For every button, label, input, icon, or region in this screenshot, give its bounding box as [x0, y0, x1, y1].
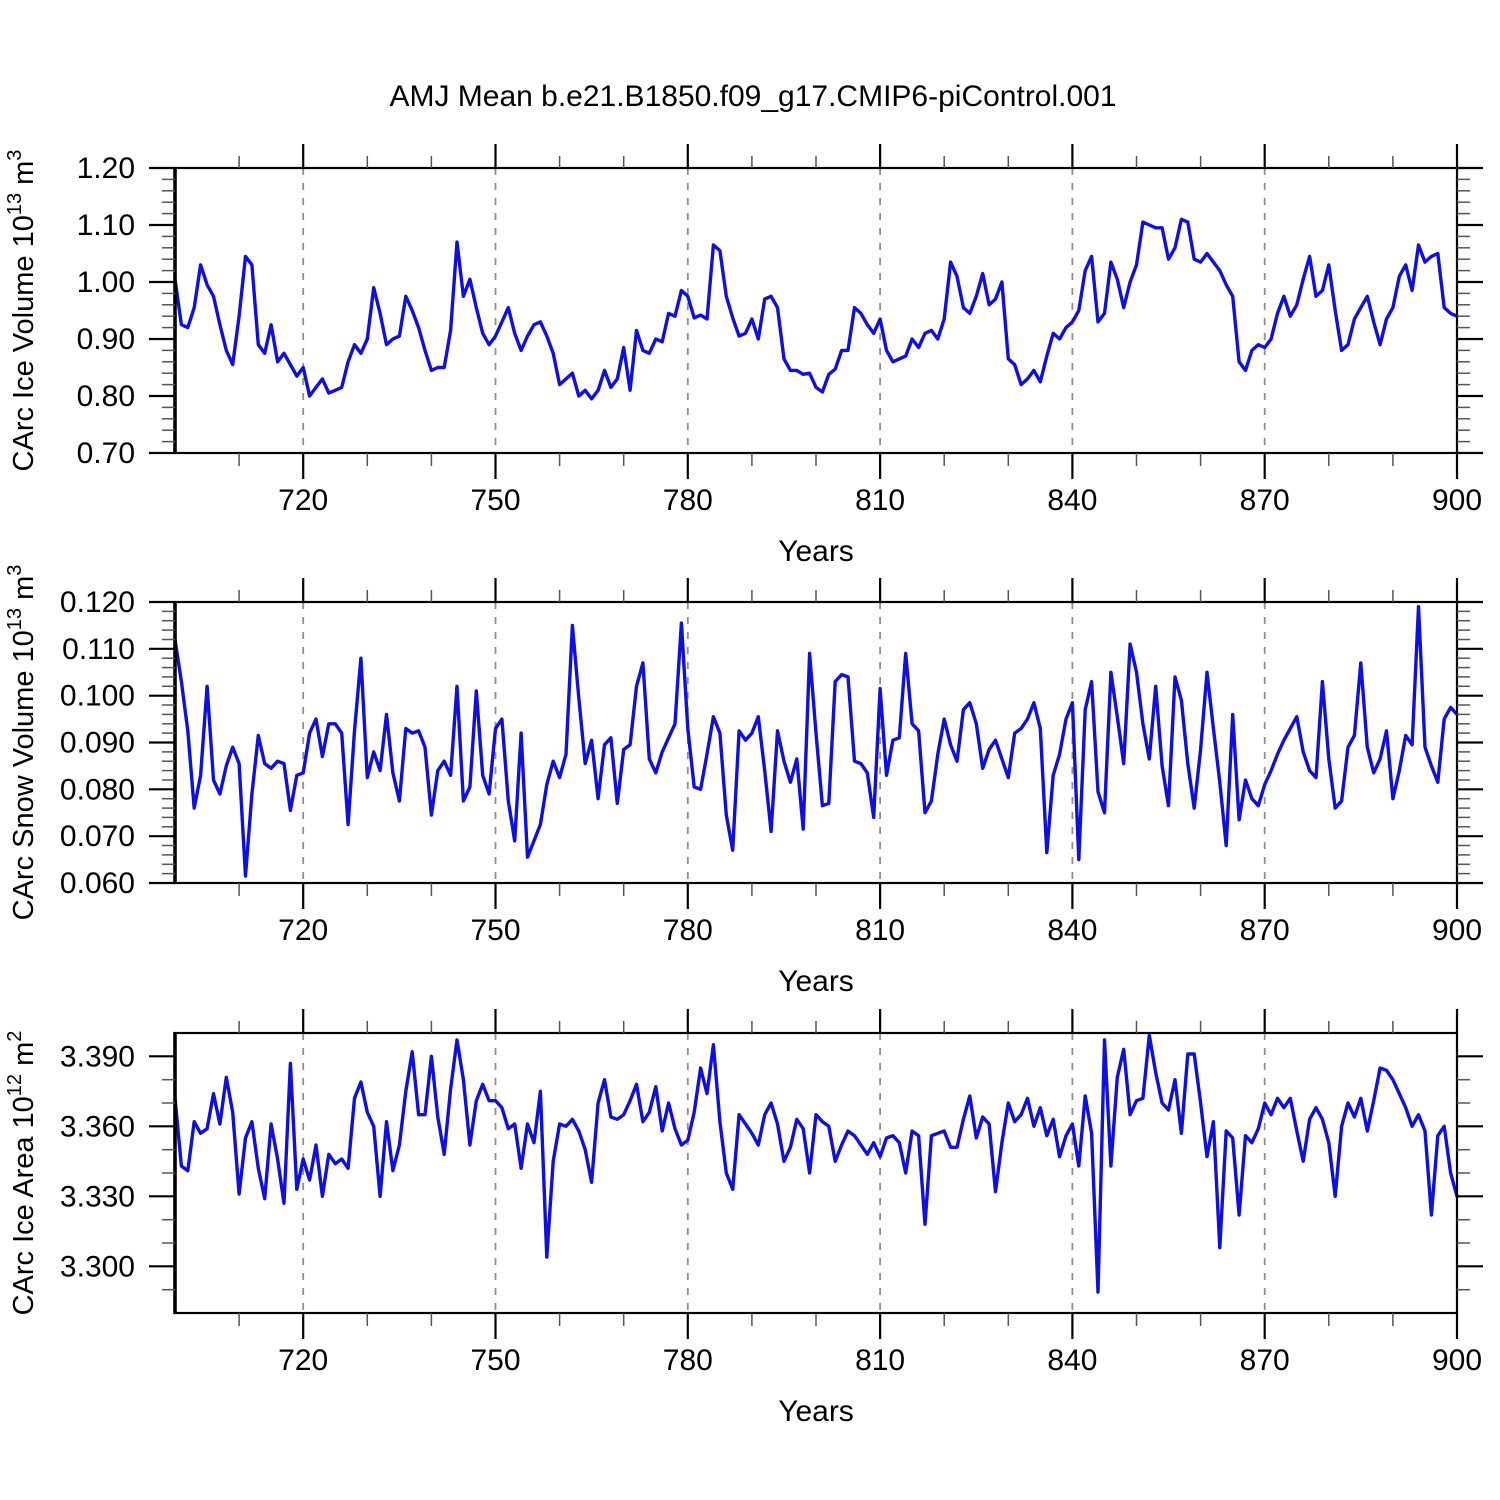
- x-tick-label: 810: [855, 1344, 905, 1377]
- chart-title: AMJ Mean b.e21.B1850.f09_g17.CMIP6-piCon…: [389, 80, 1117, 113]
- x-tick-label: 810: [855, 484, 905, 517]
- y-tick-label: 1.10: [77, 209, 135, 242]
- panel-carc-ice-area: 720 750 780 810 840 870 900 3.300 3.330 3.360 3.39…: [4, 1009, 1483, 1377]
- y-tick-label: 0.090: [60, 727, 135, 760]
- y-tick-label: 3.360: [60, 1110, 135, 1143]
- y-tick-label: 1.00: [77, 266, 135, 299]
- x-tick-label: 780: [663, 484, 713, 517]
- x-tick-label: 780: [663, 1344, 713, 1377]
- y-tick-label: 3.330: [60, 1180, 135, 1213]
- x-tick-label: 840: [1047, 914, 1097, 947]
- panel-carc-snow-volume: 720 750 780 810 840 870 900 0.060 0.070 0.080 0.09…: [4, 565, 1483, 947]
- y-tick-label: 0.100: [60, 680, 135, 713]
- x-axis-title-panel2: Years: [778, 965, 854, 998]
- x-tick-label: 900: [1432, 914, 1482, 947]
- y-tick-label: 3.390: [60, 1040, 135, 1073]
- carc-ice-volume-line: [173, 217, 1459, 401]
- y-tick-label: 1.20: [77, 152, 135, 185]
- y-tick-label: 0.70: [77, 437, 135, 470]
- x-tick-label: 900: [1432, 1344, 1482, 1377]
- x-tick-label: 750: [470, 914, 520, 947]
- carc-ice-area-line: [173, 1033, 1459, 1294]
- x-tick-label: 720: [278, 1344, 328, 1377]
- x-tick-label: 780: [663, 914, 713, 947]
- y-tick-label: 0.120: [60, 586, 135, 619]
- x-tick-label: 870: [1240, 484, 1290, 517]
- x-tick-label: 870: [1240, 1344, 1290, 1377]
- y-axis-title-carc-ice-volume: CArc Ice Volume 1013 m3: [4, 150, 40, 472]
- y-axis-title-carc-ice-area: CArc Ice Area 1012 m2: [4, 1031, 40, 1316]
- carc-snow-volume-line: [173, 605, 1459, 878]
- y-tick-label: 0.060: [60, 867, 135, 900]
- x-axis-title-panel1: Years: [778, 535, 854, 568]
- x-tick-label: 870: [1240, 914, 1290, 947]
- x-tick-label: 840: [1047, 484, 1097, 517]
- y-axis-title-carc-snow-volume: CArc Snow Volume 1013 m3: [4, 565, 40, 921]
- x-tick-label: 810: [855, 914, 905, 947]
- x-tick-label: 720: [278, 914, 328, 947]
- x-tick-label: 840: [1047, 1344, 1097, 1377]
- x-tick-label: 750: [470, 1344, 520, 1377]
- y-tick-label: 0.070: [60, 820, 135, 853]
- x-axis-title-panel3: Years: [778, 1395, 854, 1428]
- y-tick-label: 0.90: [77, 323, 135, 356]
- x-tick-label: 750: [470, 484, 520, 517]
- y-tick-label: 3.300: [60, 1250, 135, 1283]
- y-tick-label: 0.080: [60, 773, 135, 806]
- x-tick-label: 720: [278, 484, 328, 517]
- x-tick-label: 900: [1432, 484, 1482, 517]
- y-tick-label: 0.110: [62, 633, 135, 666]
- y-tick-label: 0.80: [77, 380, 135, 413]
- panel-carc-ice-volume: 720 750 780 810 840 870 900 0.70 0.80 0.90 1.00 1.1…: [4, 144, 1483, 517]
